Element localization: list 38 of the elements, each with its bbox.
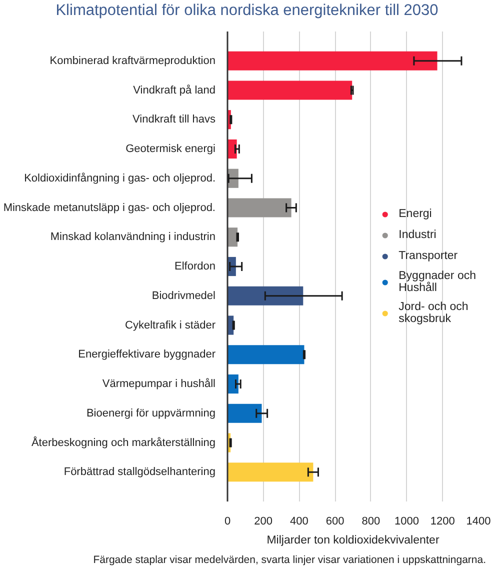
- legend-label: Transporter: [398, 250, 458, 262]
- y-tick-label: Minskade metanutsläpp i gas- och oljeprod.: [3, 202, 216, 214]
- y-tick-label: Återbeskogning och markåterställning: [31, 436, 216, 449]
- x-tick-label: 1400: [466, 516, 491, 528]
- bar: [228, 80, 352, 100]
- legend-label: Energi: [398, 208, 432, 220]
- y-tick-label: Värmepumpar i hushåll: [102, 378, 216, 390]
- y-tick-label: Cykeltrafik i städer: [125, 319, 216, 332]
- x-tick-label: 1000: [394, 516, 420, 528]
- x-tick-label: 0: [224, 516, 231, 528]
- bar: [228, 286, 304, 306]
- x-tick-label: 1200: [430, 516, 455, 528]
- y-tick-label: Geotermisk energi: [126, 143, 216, 155]
- y-tick-label: Förbättrad stallgödselhantering: [64, 466, 216, 478]
- y-tick-label: Koldioxidinfångning i gas- och oljeprod.: [24, 172, 216, 184]
- y-tick-label: Biodrivmedel: [152, 290, 216, 302]
- y-tick-label: Energieffektivare byggnader: [78, 348, 216, 361]
- x-tick-label: 600: [326, 516, 344, 528]
- bar: [228, 345, 304, 364]
- x-tick-label: 200: [254, 516, 273, 528]
- bar: [228, 198, 292, 218]
- bar: [228, 404, 262, 423]
- y-tick-label: Kombinerad kraftvärmeproduktion: [50, 54, 216, 67]
- chart-title: Klimatpotential för olika nordiska energitekniker till 2030: [56, 1, 438, 21]
- y-tick-label: Vindkraft till havs: [132, 114, 216, 126]
- x-tick-label: 400: [290, 516, 308, 528]
- bar: [228, 462, 314, 482]
- legend-label: Byggnader och Hushåll: [398, 270, 476, 294]
- y-tick-label: Vindkraft på land: [133, 84, 216, 96]
- x-axis-title: Miljarder ton koldioxidekvivalenter: [266, 534, 440, 546]
- y-tick-label: Elfordon: [174, 260, 216, 272]
- bar: [228, 51, 438, 70]
- y-tick-label: Bioenergi för uppvärmning: [86, 407, 216, 420]
- y-tick-label: Minskad kolanvändning i industrin: [50, 231, 216, 244]
- legend-label: Jord- och och skogsbruk: [398, 301, 468, 325]
- text: Färgade staplar visar medelvärden, svarta linjer visar variationen i uppskattningarna.: [93, 553, 486, 568]
- x-tick-label: 800: [362, 516, 380, 528]
- legend-label: Industri: [398, 229, 436, 241]
